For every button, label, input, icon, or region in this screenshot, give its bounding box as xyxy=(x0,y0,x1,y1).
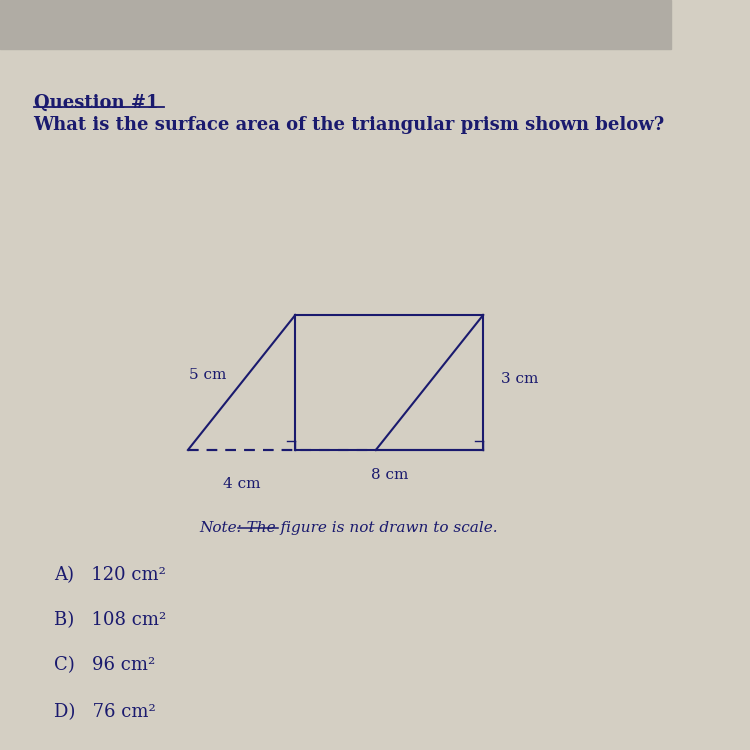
Text: 3 cm: 3 cm xyxy=(502,372,538,386)
Text: 5 cm: 5 cm xyxy=(189,368,226,382)
Bar xyxy=(0,0,671,49)
Text: 8 cm: 8 cm xyxy=(370,468,408,482)
Text: C)   96 cm²: C) 96 cm² xyxy=(54,656,155,674)
Text: Note: The figure is not drawn to scale.: Note: The figure is not drawn to scale. xyxy=(200,521,498,536)
Text: A)   120 cm²: A) 120 cm² xyxy=(54,566,166,584)
Text: Question #1: Question #1 xyxy=(34,94,158,112)
Text: 4 cm: 4 cm xyxy=(223,477,260,490)
Text: D)   76 cm²: D) 76 cm² xyxy=(54,703,155,721)
Text: What is the surface area of the triangular prism shown below?: What is the surface area of the triangul… xyxy=(34,116,664,134)
Text: B)   108 cm²: B) 108 cm² xyxy=(54,611,166,629)
